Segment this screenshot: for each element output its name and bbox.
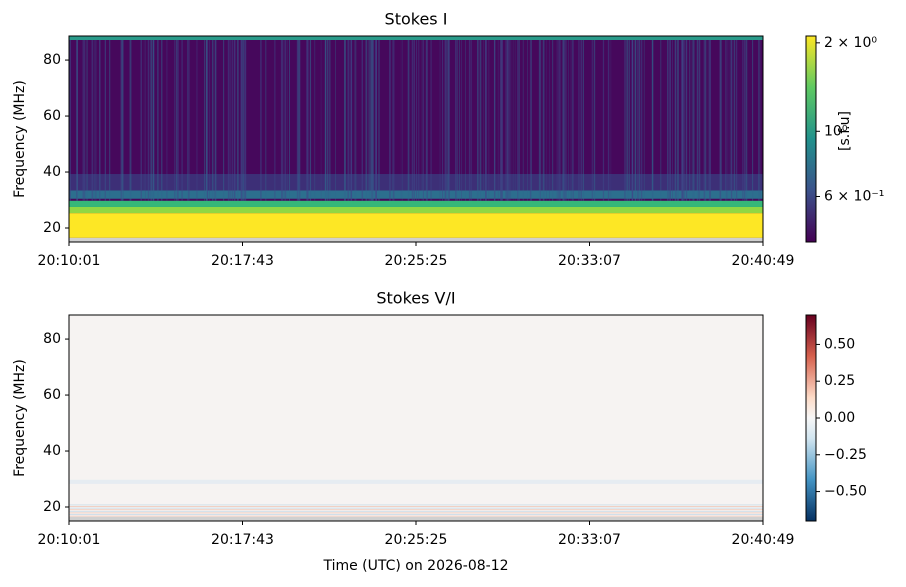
x-tick-label: 20:40:49 [732,253,795,269]
heatmap-band [69,510,763,512]
colorbar-tick-label: 6 × 10⁻¹ [824,188,884,204]
y-tick-label: 80 [43,52,61,68]
y-tick-label: 40 [43,443,61,459]
heatmap-band [69,507,763,509]
x-tick-label: 20:25:25 [385,253,448,269]
colorbar-tick-label: 0.50 [824,336,855,352]
x-tick-label: 20:10:01 [38,253,101,269]
y-tick-label: 80 [43,331,61,347]
x-tick-label: 20:17:43 [211,253,274,269]
heatmap-band [69,516,763,521]
x-tick-label: 20:33:07 [558,532,621,548]
y-tick-label: 20 [43,220,61,236]
colorbar-tick-label: −0.25 [824,447,867,463]
x-tick-label: 20:17:43 [211,532,274,548]
colorbar [805,314,817,522]
heatmap-band [69,504,763,506]
heatmap-band [69,237,763,242]
x-tick-label: 20:25:25 [385,532,448,548]
heatmap-band [69,190,763,199]
heatmap-band [69,509,763,511]
heatmap-band [69,512,763,514]
colorbar-tick-label: −0.50 [824,484,867,500]
colorbar [805,35,817,243]
y-axis-label: Frequency (MHz) [12,80,28,198]
heatmap-band [69,206,763,214]
y-tick-label: 40 [43,164,61,180]
heatmap-band [69,213,763,238]
y-tick-label: 60 [43,387,61,403]
colorbar-tick-label: 2 × 10⁰ [824,35,877,51]
heatmap-band [69,479,763,484]
heatmap-band [69,36,763,40]
colorbar-tick-label: 0.00 [824,410,855,426]
colorbar-tick-label: 0.25 [824,373,855,389]
chart-title: Stokes V/I [376,289,455,308]
heatmap-band [69,200,763,207]
heatmap-band [69,506,763,507]
heatmap-bg [69,315,763,521]
colorbar-tick-label: 10⁰ [824,123,848,139]
colorbar-label: [s.f.u] [837,111,853,151]
x-axis-label: Time (UTC) on 2026-08-12 [322,558,508,574]
chart-title: Stokes I [385,10,448,29]
y-axis-label: Frequency (MHz) [12,359,28,477]
y-tick-label: 60 [43,108,61,124]
x-tick-label: 20:10:01 [38,532,101,548]
heatmap-band [69,515,763,517]
heatmap-band [69,514,763,515]
x-tick-label: 20:40:49 [732,532,795,548]
y-tick-label: 20 [43,499,61,515]
x-tick-label: 20:33:07 [558,253,621,269]
